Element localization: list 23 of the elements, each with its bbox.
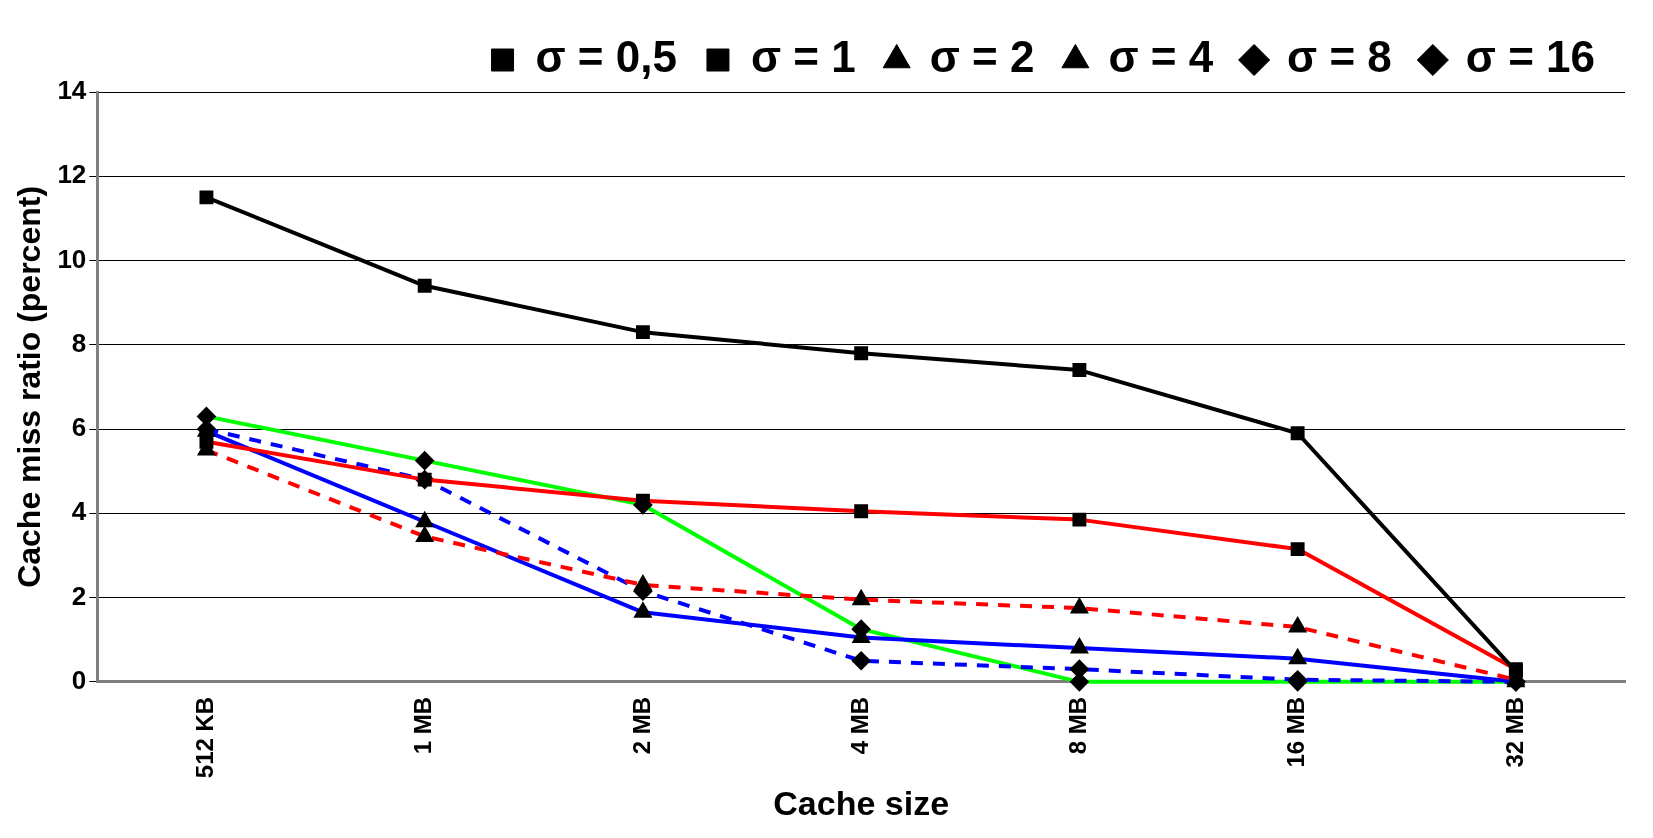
y-tick-label: 0 [71, 665, 87, 695]
x-tick-label: 1 MB [409, 696, 437, 755]
x-tick-label: 8 MB [1064, 696, 1092, 755]
y-tick-label: 10 [57, 243, 87, 274]
x-tick-label: 512 KB [191, 696, 219, 779]
x-tick-label: 16 MB [1282, 696, 1310, 768]
x-tick-label: 4 MB [845, 696, 873, 755]
legend-label: σ = 1 [750, 32, 856, 82]
y-tick-label: 14 [57, 75, 87, 106]
x-tick-label: 2 MB [627, 696, 655, 755]
legend-label: σ = 16 [1465, 32, 1595, 82]
legend-label: σ = 8 [1287, 32, 1392, 82]
y-axis-title: Cache miss ratio (percent) [11, 185, 48, 588]
y-tick-label: 8 [71, 327, 87, 358]
y-tick-label: 4 [71, 496, 87, 527]
y-tick-label: 12 [57, 159, 87, 190]
legend-label: σ = 4 [1108, 32, 1214, 82]
legend-label: σ = 2 [929, 32, 1035, 82]
y-tick-label: 2 [71, 580, 87, 611]
y-tick-label: 6 [71, 412, 87, 443]
x-axis-title: Cache size [773, 783, 950, 822]
x-tick-label: 32 MB [1500, 696, 1528, 768]
legend-label: σ = 0,5 [535, 32, 677, 82]
